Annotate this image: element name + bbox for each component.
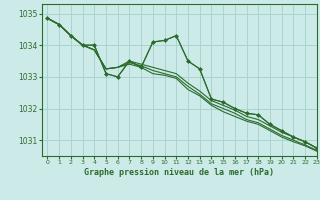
X-axis label: Graphe pression niveau de la mer (hPa): Graphe pression niveau de la mer (hPa)	[84, 168, 274, 177]
